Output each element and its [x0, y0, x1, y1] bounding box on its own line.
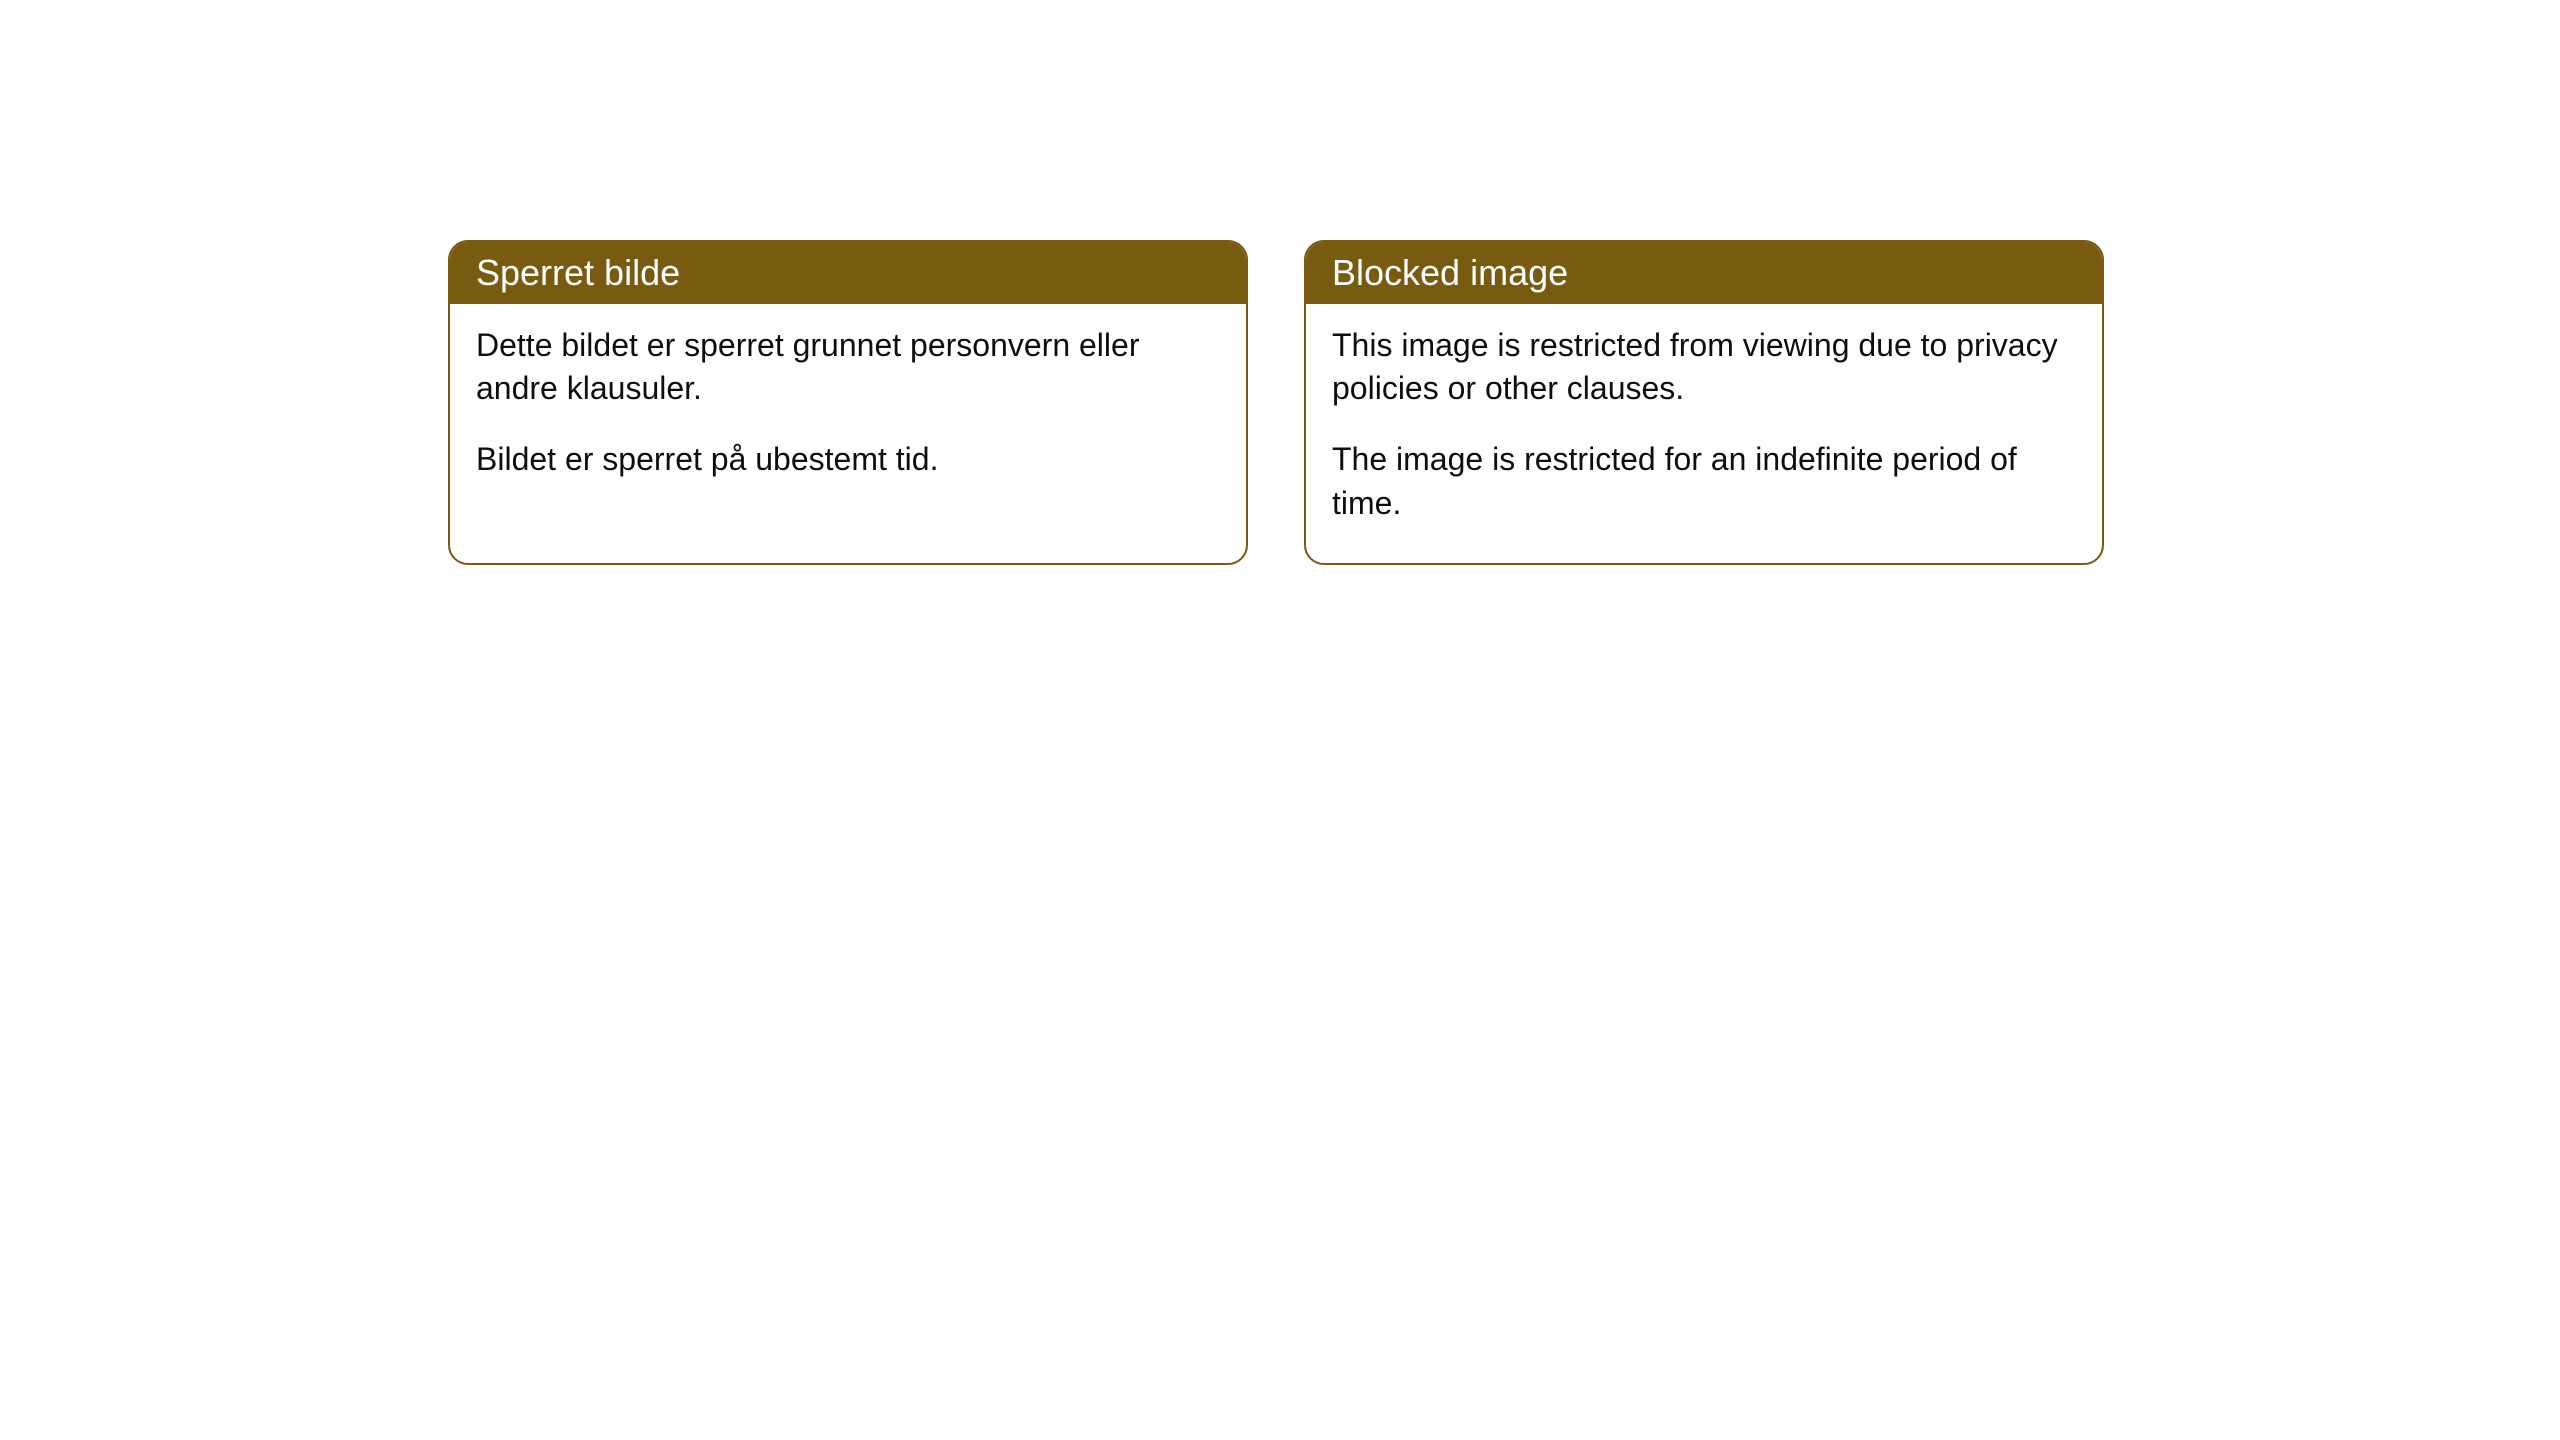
card-body-english: This image is restricted from viewing du… — [1306, 304, 2102, 563]
card-title: Blocked image — [1332, 252, 1568, 293]
card-header-english: Blocked image — [1306, 242, 2102, 304]
card-body-norwegian: Dette bildet er sperret grunnet personve… — [450, 304, 1246, 520]
card-norwegian: Sperret bilde Dette bildet er sperret gr… — [448, 240, 1248, 565]
card-paragraph: The image is restricted for an indefinit… — [1332, 438, 2076, 524]
card-title: Sperret bilde — [476, 252, 680, 293]
card-english: Blocked image This image is restricted f… — [1304, 240, 2104, 565]
card-paragraph: This image is restricted from viewing du… — [1332, 324, 2076, 410]
card-paragraph: Bildet er sperret på ubestemt tid. — [476, 438, 1220, 481]
card-header-norwegian: Sperret bilde — [450, 242, 1246, 304]
card-paragraph: Dette bildet er sperret grunnet personve… — [476, 324, 1220, 410]
cards-container: Sperret bilde Dette bildet er sperret gr… — [448, 240, 2104, 565]
